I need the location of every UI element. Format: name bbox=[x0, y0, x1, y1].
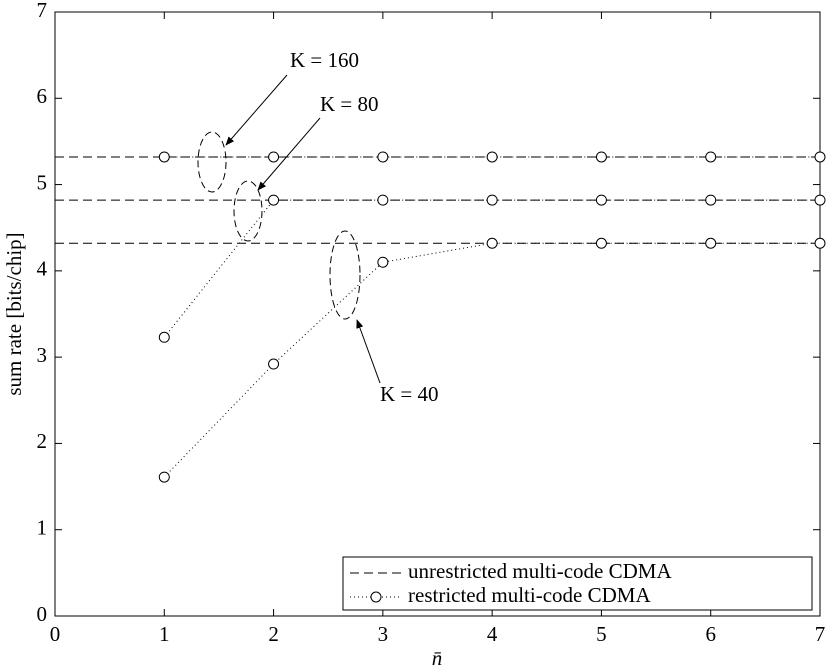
data-point bbox=[486, 151, 498, 163]
annotation: K = 80 bbox=[320, 92, 379, 116]
ellipse bbox=[233, 180, 263, 242]
data-point bbox=[705, 151, 717, 163]
data-point bbox=[814, 194, 826, 206]
legend-marker bbox=[370, 591, 382, 603]
data-point bbox=[486, 194, 498, 206]
x-tick-label: 6 bbox=[705, 622, 716, 646]
data-point bbox=[377, 194, 389, 206]
data-point bbox=[158, 331, 170, 343]
ellipse bbox=[329, 230, 361, 320]
annotation-shapes bbox=[197, 74, 381, 384]
data-point bbox=[377, 256, 389, 268]
data-point bbox=[268, 194, 280, 206]
x-axis-label: n̄ bbox=[432, 646, 443, 670]
series-line bbox=[163, 199, 820, 338]
ellipse bbox=[197, 131, 227, 193]
x-tick-label: 3 bbox=[378, 622, 389, 646]
x-tick-label: 4 bbox=[487, 622, 498, 646]
data-point bbox=[158, 151, 170, 163]
x-tick-label: 5 bbox=[596, 622, 607, 646]
y-tick-label: 6 bbox=[37, 84, 48, 108]
data-point bbox=[814, 237, 826, 249]
x-tick-label: 7 bbox=[815, 622, 826, 646]
arrow bbox=[356, 319, 381, 384]
data-point bbox=[705, 194, 717, 206]
data-point bbox=[486, 237, 498, 249]
arrow bbox=[257, 117, 321, 191]
arrow bbox=[225, 74, 288, 146]
y-tick-label: 1 bbox=[37, 516, 48, 540]
annotation: K = 40 bbox=[380, 382, 439, 406]
plot-frame bbox=[54, 11, 821, 617]
data-point bbox=[705, 237, 717, 249]
data-point bbox=[377, 151, 389, 163]
legend-label: unrestricted multi-code CDMA bbox=[408, 559, 672, 583]
x-tick-label: 0 bbox=[50, 622, 61, 646]
data-point bbox=[268, 151, 280, 163]
y-tick-label: 2 bbox=[37, 429, 48, 453]
data-point bbox=[158, 471, 170, 483]
legend-label: restricted multi-code CDMA bbox=[408, 583, 651, 607]
y-axis-label: sum rate [bits/chip] bbox=[2, 232, 26, 395]
data-point bbox=[595, 151, 607, 163]
x-tick-label: 2 bbox=[268, 622, 279, 646]
annotation: K = 160 bbox=[290, 48, 359, 72]
y-tick-label: 7 bbox=[37, 0, 48, 22]
x-tick-label: 1 bbox=[159, 622, 170, 646]
y-tick-label: 0 bbox=[37, 602, 48, 626]
data-point bbox=[595, 194, 607, 206]
y-tick-label: 4 bbox=[37, 257, 48, 281]
data-point bbox=[595, 237, 607, 249]
data-point bbox=[814, 151, 826, 163]
legend-box bbox=[342, 556, 813, 611]
y-tick-label: 3 bbox=[37, 343, 48, 367]
y-tick-label: 5 bbox=[37, 170, 48, 194]
data-point bbox=[268, 358, 280, 370]
series-line bbox=[163, 242, 820, 478]
